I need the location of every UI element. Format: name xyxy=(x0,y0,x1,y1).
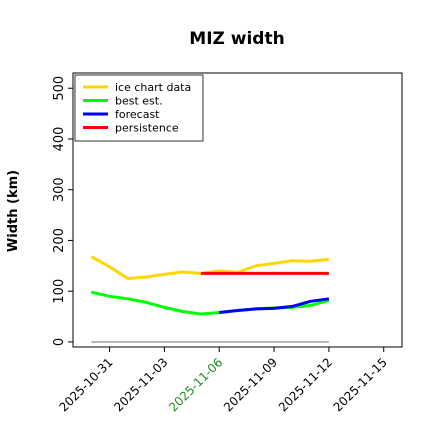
chart-title: MIZ width xyxy=(189,29,284,49)
y-axis-label: Width (km) xyxy=(6,170,21,252)
plot-frame xyxy=(72,72,403,348)
y-tick-label: 500 xyxy=(52,76,67,101)
series-line-forecast xyxy=(219,297,330,314)
y-tick-label: 400 xyxy=(52,127,67,152)
x-tick-label: 2025-10-31 xyxy=(56,355,115,414)
series-line-best-est xyxy=(90,290,330,316)
y-tick-label: 200 xyxy=(52,228,67,253)
x-tick-label: 2025-11-12 xyxy=(276,355,335,414)
y-tick-label: 300 xyxy=(52,177,67,202)
x-tick-label: 2025-11-03 xyxy=(111,355,170,414)
legend-label-forecast: forecast xyxy=(115,108,160,121)
legend-label-best-est: best est. xyxy=(115,95,163,108)
legend-label-ice-chart-data: ice chart data xyxy=(115,81,191,94)
y-tick-label: 0 xyxy=(52,338,67,346)
series-line-ice-chart-data xyxy=(90,255,330,280)
x-tick-label: 2025-11-15 xyxy=(331,355,390,414)
x-tick-label: 2025-11-09 xyxy=(221,355,280,414)
y-tick-label: 100 xyxy=(52,279,67,304)
x-tick-label: 2025-11-06 xyxy=(166,355,225,414)
legend-label-persistence: persistence xyxy=(115,122,179,135)
